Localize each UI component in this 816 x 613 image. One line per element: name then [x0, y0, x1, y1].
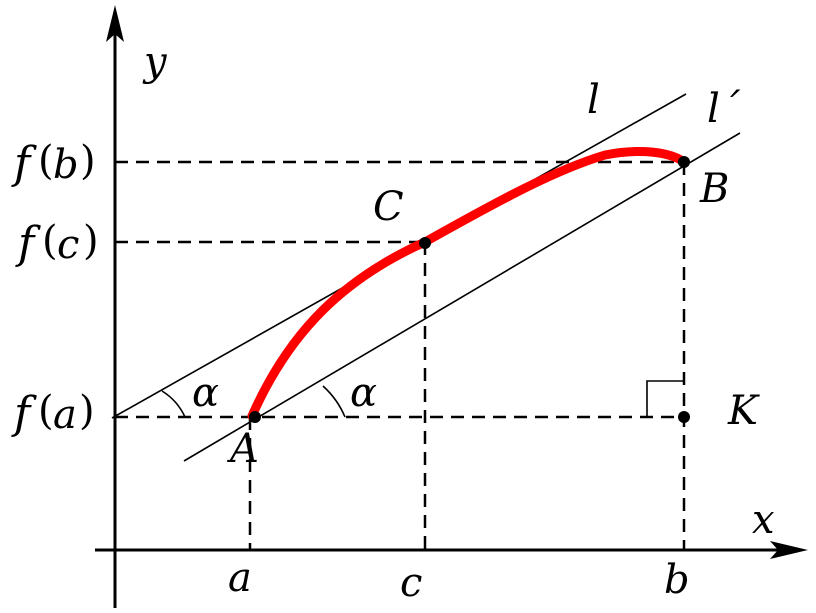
y-tick-fa: f ( a )	[11, 388, 95, 439]
dashed-guides	[115, 160, 686, 550]
x-tick-c: c	[400, 560, 422, 606]
svg-text:a: a	[53, 392, 77, 438]
x-axis-arrow	[770, 541, 808, 559]
y-tick-fb: f ( b )	[11, 138, 96, 189]
svg-text:): )	[79, 388, 95, 434]
point-A	[249, 411, 261, 423]
svg-text:(: (	[38, 388, 54, 434]
point-B	[678, 156, 690, 168]
y-axis-arrow	[106, 5, 124, 42]
angle-arc-left	[161, 390, 186, 418]
angle-label-right: α	[350, 370, 377, 416]
secant-line-l-prime	[183, 132, 741, 462]
label-line-l-prime: l´	[707, 86, 741, 132]
x-tick-a: a	[228, 555, 252, 601]
svg-text:f: f	[11, 388, 37, 439]
angle-label-left: α	[192, 370, 219, 416]
svg-text:): )	[80, 138, 96, 184]
x-axis-label: x	[752, 497, 775, 543]
svg-text:f: f	[11, 138, 37, 189]
svg-text:): )	[83, 218, 99, 264]
svg-text:b: b	[53, 142, 79, 188]
label-B: B	[699, 166, 729, 212]
svg-text:(: (	[38, 138, 54, 184]
function-curve	[247, 147, 689, 421]
point-C	[419, 237, 431, 249]
y-tick-fc: f ( c )	[15, 218, 99, 269]
point-K	[678, 411, 690, 423]
label-C: C	[373, 184, 404, 230]
svg-text:f: f	[15, 218, 41, 269]
angle-arc-right	[322, 385, 346, 418]
svg-text:c: c	[57, 222, 79, 268]
x-tick-b: b	[664, 557, 690, 603]
label-line-l: l	[587, 77, 600, 123]
right-angle-marker	[646, 380, 684, 417]
label-K: K	[727, 388, 760, 434]
label-A: A	[226, 426, 259, 472]
y-axis-label: y	[142, 39, 168, 85]
svg-text:(: (	[42, 218, 58, 264]
